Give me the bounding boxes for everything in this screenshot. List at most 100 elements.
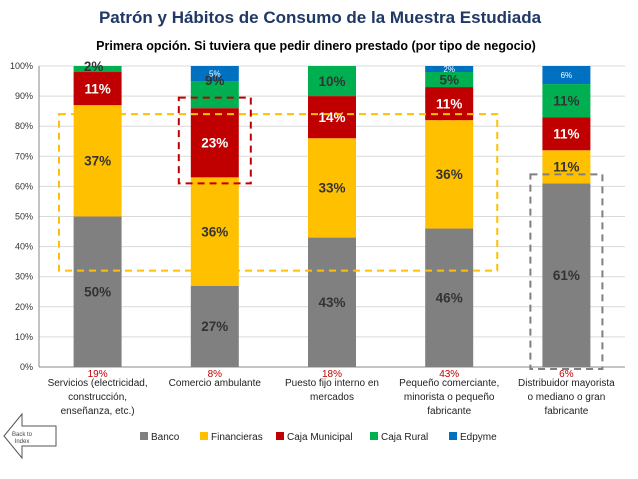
x-axis: Servicios (electricidad, construcción, ens… bbox=[48, 378, 616, 417]
bar-financieras bbox=[542, 150, 591, 184]
legend-label: Banco bbox=[151, 432, 180, 443]
data-label: 61% bbox=[553, 268, 580, 283]
highlight-box-red bbox=[177, 96, 252, 185]
bar-caja-rural bbox=[73, 66, 122, 73]
data-label: 33% bbox=[318, 181, 345, 196]
y-tick-label: 60% bbox=[15, 181, 33, 191]
data-label: 10% bbox=[318, 74, 345, 89]
y-tick-label: 90% bbox=[15, 91, 33, 101]
data-label: 14% bbox=[318, 110, 345, 125]
back-label-line1: Back to bbox=[11, 432, 32, 438]
legend: Banco Financieras Caja Municipal Caja Rural… bbox=[140, 432, 497, 443]
data-label: 36% bbox=[201, 224, 228, 239]
x-tick-label: Distribuidor mayorista bbox=[518, 378, 615, 389]
bar-banco bbox=[425, 228, 474, 367]
y-tick-label: 70% bbox=[15, 151, 33, 161]
highlight-boxes bbox=[58, 96, 604, 370]
x-tick-label: mercados bbox=[310, 392, 354, 403]
x-tick-label: fabricante bbox=[544, 406, 588, 417]
data-label: 50% bbox=[84, 284, 111, 299]
legend-swatch bbox=[276, 432, 284, 440]
back-to-index-label: Back to Index bbox=[2, 432, 42, 446]
x-tick-label: o mediano o gran bbox=[527, 392, 605, 403]
plot-area bbox=[73, 66, 591, 367]
y-axis: 0% 10% 20% 30% 40% 50% 60% 70% 80% 90% 100% bbox=[10, 61, 33, 372]
back-to-index-button[interactable]: Back to Index bbox=[2, 413, 58, 459]
data-label: 5% bbox=[439, 72, 459, 87]
data-label: 36% bbox=[436, 167, 463, 182]
bar-banco bbox=[73, 216, 122, 367]
bar-caja-rural bbox=[190, 81, 239, 109]
legend-label: Edpyme bbox=[460, 432, 497, 443]
data-label: 6% bbox=[561, 71, 573, 80]
category-share-label: 19% bbox=[88, 369, 108, 380]
category-share-label: 8% bbox=[208, 369, 223, 380]
bar-caja-rural bbox=[542, 84, 591, 118]
bar-edpyme bbox=[542, 66, 591, 85]
bar-caja-municipal bbox=[73, 72, 122, 106]
x-tick-label: minorista o pequeño bbox=[404, 392, 495, 403]
bar-caja-rural bbox=[308, 66, 356, 97]
data-label: 23% bbox=[201, 135, 228, 150]
data-label: 11% bbox=[84, 81, 110, 96]
data-label: 37% bbox=[84, 154, 111, 169]
x-tick-label: construcción, bbox=[68, 392, 127, 403]
x-tick-label: Servicios (electricidad, bbox=[48, 378, 148, 389]
highlight-box-yellow bbox=[58, 113, 499, 272]
data-label: 2% bbox=[84, 59, 104, 74]
y-tick-label: 10% bbox=[15, 332, 33, 342]
bar-financieras bbox=[425, 120, 474, 229]
legend-label: Financieras bbox=[211, 432, 263, 443]
bar-caja-rural bbox=[425, 72, 474, 88]
bar-edpyme bbox=[425, 66, 474, 73]
bar-caja-municipal bbox=[308, 96, 356, 139]
y-tick-label: 100% bbox=[10, 61, 33, 71]
x-tick-label: Comercio ambulante bbox=[169, 378, 262, 389]
legend-swatch bbox=[449, 432, 457, 440]
data-label: 2% bbox=[443, 65, 455, 74]
bar-financieras bbox=[190, 177, 239, 286]
bar-banco bbox=[542, 183, 591, 367]
back-arrow-icon bbox=[3, 413, 57, 459]
x-tick-label: Pequeño comerciante, bbox=[399, 378, 499, 389]
y-tick-label: 50% bbox=[15, 212, 33, 222]
legend-label: Caja Municipal bbox=[287, 432, 353, 443]
chart-subtitle: Primera opción. Si tuviera que pedir din… bbox=[96, 39, 536, 53]
bar-caja-municipal bbox=[542, 117, 591, 151]
data-label: 11% bbox=[553, 160, 579, 175]
data-label: 11% bbox=[553, 93, 579, 108]
bar-caja-municipal bbox=[190, 108, 239, 178]
y-tick-label: 0% bbox=[20, 362, 33, 372]
data-label: 46% bbox=[436, 290, 463, 305]
x-tick-label: Puesto fijo interno en bbox=[285, 378, 379, 389]
category-share-label: 6% bbox=[559, 369, 574, 380]
y-tick-label: 80% bbox=[15, 121, 33, 131]
category-shares: 19% 8% 18% 43% 6% bbox=[88, 369, 574, 380]
y-tick-label: 30% bbox=[15, 272, 33, 282]
legend-swatch bbox=[370, 432, 378, 440]
category-share-label: 43% bbox=[439, 369, 459, 380]
data-label: 5% bbox=[209, 69, 221, 78]
data-labels: 50%37%11%2%27%36%23%9%5%43%33%14%10%46%3… bbox=[84, 59, 580, 334]
data-label: 11% bbox=[553, 126, 579, 141]
data-label: 11% bbox=[436, 96, 462, 111]
bar-financieras bbox=[308, 138, 356, 238]
bar-financieras bbox=[73, 105, 122, 217]
bar-banco bbox=[190, 285, 239, 367]
legend-swatch bbox=[200, 432, 208, 440]
highlight-box-gray bbox=[529, 173, 604, 370]
data-label: 43% bbox=[318, 295, 345, 310]
legend-swatch bbox=[140, 432, 148, 440]
bar-edpyme bbox=[190, 66, 239, 82]
y-tick-label: 20% bbox=[15, 302, 33, 312]
x-tick-label: fabricante bbox=[427, 406, 471, 417]
legend-label: Caja Rural bbox=[381, 432, 428, 443]
chart-title: Patrón y Hábitos de Consumo de la Muestr… bbox=[99, 8, 542, 27]
x-tick-label: enseñanza, etc.) bbox=[61, 406, 135, 417]
y-tick-label: 40% bbox=[15, 242, 33, 252]
back-label-line2: Index bbox=[14, 439, 30, 445]
bar-banco bbox=[308, 237, 356, 367]
data-label: 9% bbox=[205, 73, 225, 88]
data-label: 27% bbox=[201, 319, 228, 334]
